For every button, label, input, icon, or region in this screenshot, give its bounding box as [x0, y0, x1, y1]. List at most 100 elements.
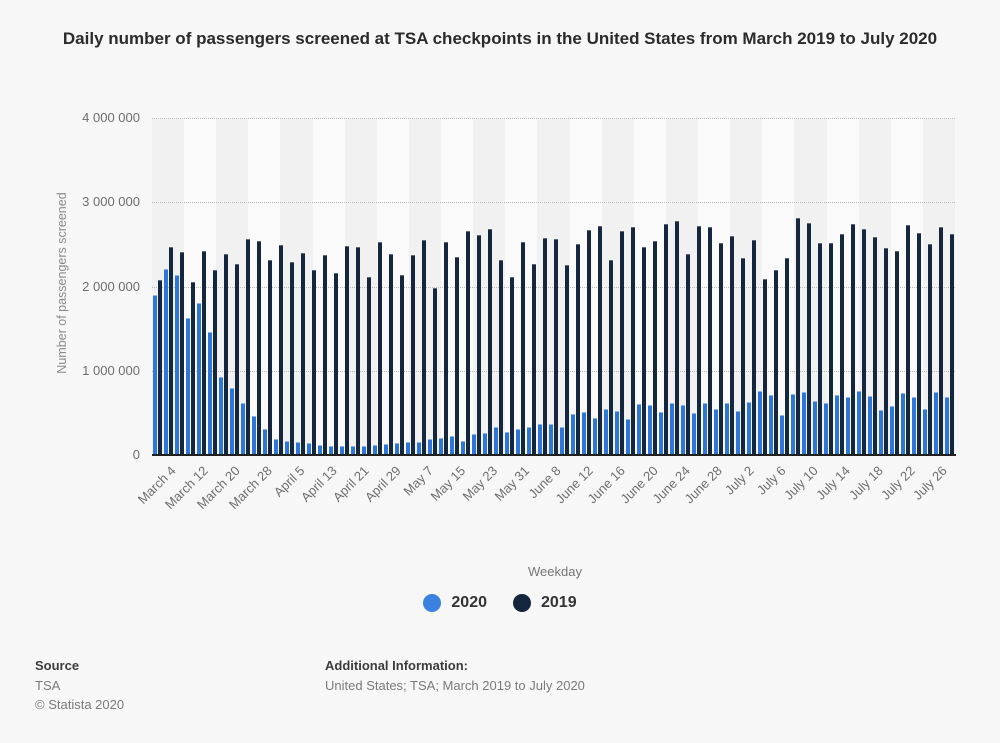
bar-2019[interactable]: [466, 230, 470, 455]
bar-2019[interactable]: [488, 229, 492, 455]
bar-2019[interactable]: [609, 260, 613, 455]
bar-2020[interactable]: [340, 445, 344, 455]
bar-2020[interactable]: [505, 432, 509, 455]
bar-2020[interactable]: [659, 411, 663, 455]
bar-2020[interactable]: [384, 444, 388, 455]
bar-2019[interactable]: [246, 239, 250, 455]
bar-2019[interactable]: [213, 269, 217, 455]
bar-2020[interactable]: [945, 397, 949, 455]
bar-2020[interactable]: [516, 428, 520, 455]
bar-2020[interactable]: [494, 427, 498, 455]
bar-2020[interactable]: [538, 424, 542, 455]
bar-2020[interactable]: [582, 411, 586, 455]
bar-2020[interactable]: [274, 438, 278, 455]
bar-2020[interactable]: [868, 395, 872, 455]
bar-2019[interactable]: [895, 250, 899, 455]
bar-2019[interactable]: [928, 244, 932, 455]
bar-2019[interactable]: [433, 288, 437, 455]
bar-2020[interactable]: [802, 391, 806, 455]
bar-2019[interactable]: [400, 274, 404, 455]
bar-2020[interactable]: [527, 427, 531, 455]
bar-2020[interactable]: [571, 414, 575, 455]
bar-2020[interactable]: [714, 409, 718, 455]
bar-2019[interactable]: [829, 243, 833, 455]
bar-2019[interactable]: [422, 240, 426, 455]
bar-2019[interactable]: [367, 277, 371, 455]
bar-2019[interactable]: [708, 226, 712, 455]
bar-2019[interactable]: [862, 229, 866, 455]
bar-2019[interactable]: [510, 277, 514, 455]
bar-2019[interactable]: [543, 238, 547, 455]
bar-2020[interactable]: [934, 391, 938, 455]
bar-2019[interactable]: [323, 255, 327, 455]
bar-2019[interactable]: [301, 252, 305, 455]
bar-2019[interactable]: [411, 255, 415, 455]
bar-2020[interactable]: [648, 405, 652, 455]
bar-2020[interactable]: [769, 395, 773, 455]
bar-2020[interactable]: [835, 395, 839, 455]
bar-2020[interactable]: [692, 412, 696, 455]
bar-2020[interactable]: [186, 317, 190, 455]
bar-2019[interactable]: [653, 240, 657, 455]
bar-2020[interactable]: [428, 438, 432, 455]
bar-2020[interactable]: [153, 294, 157, 455]
bar-2019[interactable]: [334, 272, 338, 455]
bar-2020[interactable]: [351, 446, 355, 455]
bar-2019[interactable]: [664, 224, 668, 455]
bar-2019[interactable]: [807, 223, 811, 455]
bar-2019[interactable]: [675, 220, 679, 455]
bar-2020[interactable]: [615, 410, 619, 455]
bar-2019[interactable]: [290, 261, 294, 455]
bar-2020[interactable]: [197, 303, 201, 455]
bar-2019[interactable]: [730, 235, 734, 455]
bar-2020[interactable]: [406, 442, 410, 455]
bar-2020[interactable]: [483, 432, 487, 455]
bar-2020[interactable]: [857, 390, 861, 455]
bar-2019[interactable]: [752, 240, 756, 455]
bar-2019[interactable]: [202, 250, 206, 455]
bar-2020[interactable]: [461, 440, 465, 455]
bar-2019[interactable]: [158, 280, 162, 455]
bar-2020[interactable]: [175, 275, 179, 455]
bar-2019[interactable]: [785, 257, 789, 455]
bar-2019[interactable]: [279, 245, 283, 455]
bar-2019[interactable]: [851, 224, 855, 455]
bar-2019[interactable]: [499, 260, 503, 455]
bar-2020[interactable]: [362, 446, 366, 455]
bar-2019[interactable]: [686, 253, 690, 455]
bar-2019[interactable]: [312, 270, 316, 455]
bar-2019[interactable]: [917, 233, 921, 455]
bar-2020[interactable]: [725, 403, 729, 455]
bar-2020[interactable]: [703, 403, 707, 455]
bar-2020[interactable]: [307, 443, 311, 455]
bar-2019[interactable]: [741, 257, 745, 455]
bar-2019[interactable]: [235, 264, 239, 455]
bar-2019[interactable]: [873, 236, 877, 455]
bar-2019[interactable]: [950, 234, 954, 455]
bar-2020[interactable]: [329, 446, 333, 455]
bar-2019[interactable]: [169, 246, 173, 455]
bar-2020[interactable]: [439, 438, 443, 455]
bar-2020[interactable]: [417, 442, 421, 455]
bar-2020[interactable]: [813, 400, 817, 455]
bar-2019[interactable]: [697, 225, 701, 455]
bar-2019[interactable]: [180, 251, 184, 455]
bar-2020[interactable]: [747, 401, 751, 455]
bar-2020[interactable]: [912, 397, 916, 455]
bar-2020[interactable]: [208, 331, 212, 455]
bar-2020[interactable]: [791, 394, 795, 455]
bar-2019[interactable]: [345, 245, 349, 455]
bar-2019[interactable]: [477, 234, 481, 455]
bar-2019[interactable]: [719, 243, 723, 455]
bar-2020[interactable]: [879, 410, 883, 455]
bar-2020[interactable]: [252, 416, 256, 455]
bar-2020[interactable]: [923, 408, 927, 455]
bar-2020[interactable]: [472, 434, 476, 455]
bar-2019[interactable]: [554, 239, 558, 455]
bar-2020[interactable]: [219, 376, 223, 455]
bar-2020[interactable]: [637, 403, 641, 455]
bar-2020[interactable]: [593, 417, 597, 455]
legend-item-2019[interactable]: 2019: [513, 594, 577, 612]
bar-2019[interactable]: [191, 282, 195, 455]
bar-2020[interactable]: [318, 445, 322, 455]
